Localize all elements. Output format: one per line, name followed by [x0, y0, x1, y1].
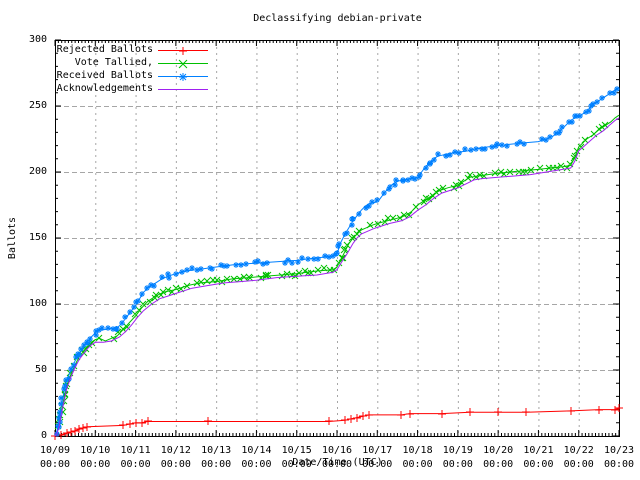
chart-title: Declassifying debian-private	[253, 13, 422, 24]
series-markers	[54, 121, 609, 430]
x-tick-label: 10/19 00:00	[442, 445, 473, 470]
legend-item: Acknowledgements	[56, 83, 153, 94]
x-tick-label: 10/18 00:00	[402, 445, 433, 470]
legend-sample-1	[158, 59, 208, 69]
y-tick-label: 250	[28, 100, 47, 111]
y-tick-label: 150	[28, 232, 47, 243]
legend-samples	[158, 47, 208, 90]
x-tick-label: 10/10 00:00	[80, 445, 111, 470]
x-tick-label: 10/09 00:00	[39, 445, 71, 470]
y-tick-label: 300	[28, 34, 47, 45]
x-tick-label: 10/12 00:00	[160, 445, 191, 470]
grid	[56, 41, 618, 435]
y-tick-label: 0	[40, 430, 47, 441]
y-tick-label: 50	[34, 364, 47, 375]
x-tick-label: 10/11 00:00	[120, 445, 151, 470]
x-tick-label: 10/16 00:00	[321, 445, 353, 470]
x-tick-label: 10/14 00:00	[241, 445, 272, 470]
series-line	[54, 117, 620, 437]
x-tick-label: 10/23 00:00	[603, 445, 635, 470]
axis-ticks	[54, 39, 620, 437]
legend-sample-2	[158, 73, 208, 81]
x-tick-label: 10/21 00:00	[523, 445, 554, 470]
series-acknowledgements	[54, 117, 620, 437]
x-tick-label: 10/17 00:00	[362, 445, 393, 470]
x-tick-label: 10/13 00:00	[201, 445, 232, 470]
legend-item: Received Ballots	[56, 70, 153, 81]
legend-sample-0	[158, 47, 208, 55]
x-tick-label: 10/22 00:00	[563, 445, 594, 470]
legend-item: Vote Tallied,	[74, 57, 153, 68]
y-tick-label: 100	[28, 298, 47, 309]
x-axis-label: Date/Time (UTC)	[292, 457, 383, 468]
y-tick-label: 200	[28, 166, 47, 177]
x-tick-label: 10/15 00:00	[281, 445, 312, 470]
x-tick-label: 10/20 00:00	[483, 445, 514, 470]
legend-item: Rejected Ballots	[56, 44, 153, 55]
